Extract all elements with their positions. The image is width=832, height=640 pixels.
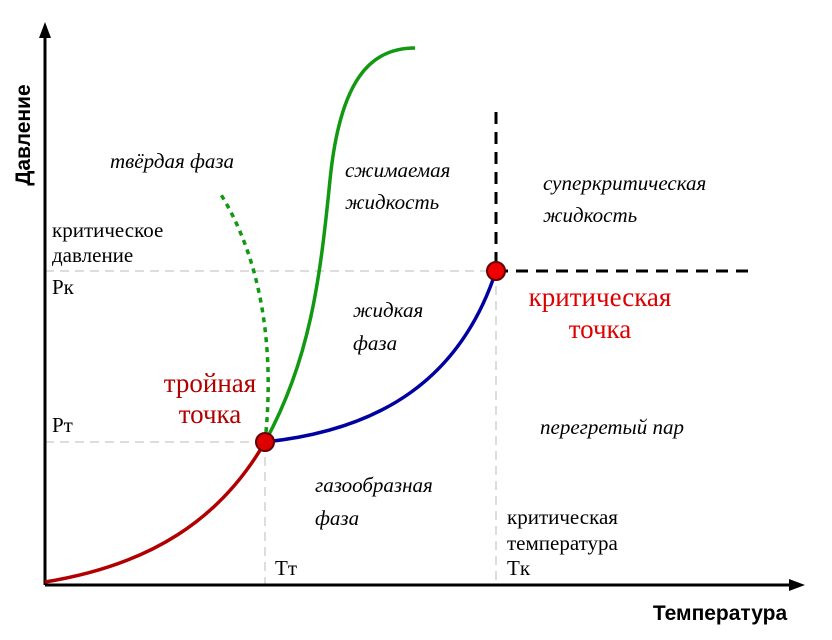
region-label: суперкритическая (543, 171, 706, 195)
point-label: критическая (529, 282, 672, 312)
level-label: Tк (507, 556, 531, 580)
phase-curves (44, 46, 498, 584)
region-label: жидкость (345, 190, 439, 214)
sublimation-curve (44, 441, 267, 584)
region-label: перегретый пар (540, 415, 684, 439)
x-axis-label: Температура (653, 602, 788, 625)
level-label: критическая (507, 505, 618, 529)
level-label: давление (52, 243, 133, 267)
y-axis-label: Давление (12, 84, 35, 185)
point-label: точка (569, 314, 632, 344)
axes (43, 36, 795, 587)
region-label: газообразная (315, 473, 433, 497)
triple-point (255, 432, 275, 452)
point-label: тройная (164, 368, 256, 398)
region-label: фаза (353, 331, 397, 355)
level-label: Pт (52, 413, 73, 437)
level-label: температура (507, 531, 619, 555)
anomalous-melting-curve (218, 192, 270, 443)
guides (45, 112, 752, 585)
x-arrow (789, 579, 805, 591)
level-label: Tт (275, 556, 297, 580)
critical-point (486, 261, 506, 281)
level-label: Pк (52, 275, 75, 299)
region-label: фаза (315, 506, 359, 530)
melting-curve (263, 46, 416, 443)
region-label: жидкая (353, 298, 423, 322)
vaporization-curve (264, 270, 498, 444)
region-label: сжимаемая (345, 158, 450, 182)
point-label: точка (179, 399, 242, 429)
level-label: критическое (52, 218, 163, 242)
region-label: твёрдая фаза (110, 149, 234, 173)
region-label: жидкость (543, 203, 637, 227)
y-arrow (39, 22, 51, 38)
